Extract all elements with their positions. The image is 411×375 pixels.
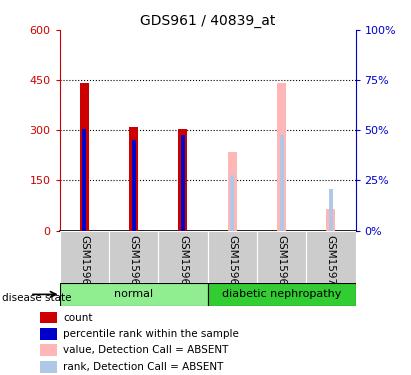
Text: GSM15965: GSM15965: [79, 235, 89, 292]
Bar: [306, 231, 356, 283]
Bar: [326, 209, 335, 231]
Bar: [40, 328, 58, 340]
Text: GSM15966: GSM15966: [129, 235, 139, 292]
Bar: [40, 312, 58, 324]
Bar: [40, 361, 58, 373]
Bar: [82, 129, 86, 231]
Bar: [60, 231, 109, 283]
Text: GSM15969: GSM15969: [277, 235, 286, 292]
Text: percentile rank within the sample: percentile rank within the sample: [63, 329, 239, 339]
Text: GSM15970: GSM15970: [326, 235, 336, 291]
Bar: [208, 231, 257, 283]
Text: GSM15968: GSM15968: [227, 235, 237, 292]
Text: GSM15967: GSM15967: [178, 235, 188, 292]
Bar: [109, 231, 158, 283]
Bar: [80, 84, 89, 231]
Text: rank, Detection Call = ABSENT: rank, Detection Call = ABSENT: [63, 362, 224, 372]
Bar: [279, 135, 284, 231]
Bar: [329, 189, 333, 231]
Bar: [208, 283, 356, 306]
Bar: [132, 140, 136, 231]
Bar: [230, 176, 234, 231]
Title: GDS961 / 40839_at: GDS961 / 40839_at: [140, 13, 275, 28]
Bar: [158, 231, 208, 283]
Bar: [178, 129, 187, 231]
Text: value, Detection Call = ABSENT: value, Detection Call = ABSENT: [63, 345, 229, 355]
Bar: [40, 345, 58, 356]
Bar: [60, 283, 208, 306]
Text: count: count: [63, 313, 92, 322]
Bar: [277, 84, 286, 231]
Bar: [181, 135, 185, 231]
Bar: [257, 231, 306, 283]
Bar: [129, 127, 138, 231]
Text: normal: normal: [114, 290, 153, 299]
Text: diabetic nephropathy: diabetic nephropathy: [222, 290, 341, 299]
Bar: [228, 152, 237, 231]
Text: disease state: disease state: [2, 293, 72, 303]
